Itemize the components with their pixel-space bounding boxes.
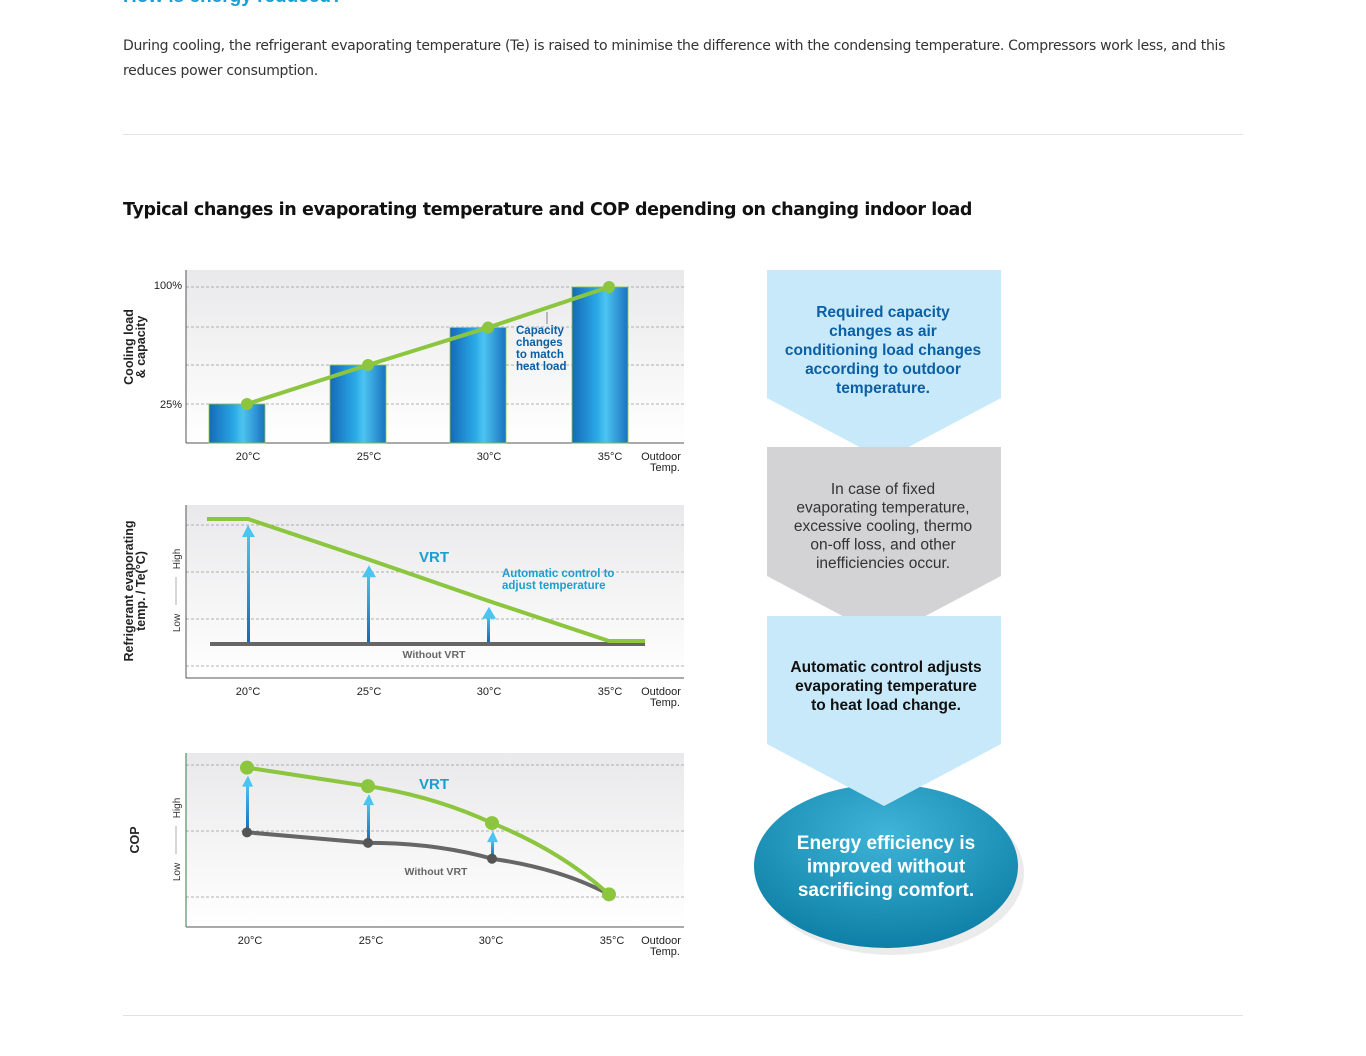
flow-text: conditioning load changes <box>785 342 981 359</box>
raise-arrowhead <box>363 794 374 806</box>
bar <box>571 286 629 444</box>
y-axis-label: COP <box>128 826 142 853</box>
vrt-point <box>361 779 375 794</box>
x-tick-label: 35°C <box>600 935 625 947</box>
capacity-point <box>362 359 374 371</box>
figure-title: Typical changes in evaporating temperatu… <box>123 200 973 220</box>
flow-text: changes as air <box>829 323 937 340</box>
flow-result-ellipse <box>754 784 1018 948</box>
x-tick-label: 30°C <box>477 451 502 463</box>
raise-arrow <box>491 839 494 859</box>
flow-text: sacrificing comfort. <box>798 880 974 901</box>
without-vrt-point <box>242 827 252 838</box>
flow-text: Energy efficiency is <box>797 833 975 854</box>
x-tick-label: 30°C <box>477 686 502 698</box>
vrt-point <box>602 887 616 902</box>
flow-text: evaporating temperature <box>795 678 977 695</box>
capacity-point <box>241 398 253 410</box>
vrt-line <box>207 517 645 643</box>
bar <box>208 403 266 444</box>
x-axis-label: Outdoor <box>641 686 681 698</box>
y-axis-label: temp. / Te(°C) <box>134 551 148 631</box>
x-axis-label: Outdoor <box>641 935 681 947</box>
flow-text: improved without <box>807 857 966 878</box>
intro-paragraph: During cooling, the refrigerant evaporat… <box>123 38 1226 79</box>
x-tick-label: 35°C <box>598 686 623 698</box>
raise-arrowhead <box>362 565 376 578</box>
vrt-point <box>485 816 499 831</box>
raise-arrow <box>247 533 250 642</box>
raise-arrowhead <box>242 775 253 787</box>
x-tick-label: 20°C <box>238 935 263 947</box>
series-label-without-vrt: Without VRT <box>403 649 466 661</box>
annotation: Automatic control to <box>502 568 614 580</box>
flow-step-required-capacity <box>767 270 1001 460</box>
y-axis-label: & capacity <box>134 316 148 379</box>
raise-arrow <box>246 783 249 833</box>
without-vrt-point <box>363 837 373 848</box>
x-axis-label: Temp. <box>650 946 680 958</box>
flow-text: on-off loss, and other <box>810 537 955 554</box>
x-tick-label: 20°C <box>236 451 261 463</box>
section-heading: How is energy reduced? <box>123 0 343 8</box>
series-label-vrt: VRT <box>419 549 449 566</box>
series-label-without-vrt: Without VRT <box>405 866 468 878</box>
flow-text: Automatic control adjusts <box>790 659 981 676</box>
annotation: heat load <box>516 361 566 373</box>
annotation: changes <box>516 337 563 349</box>
capacity-point <box>603 281 615 293</box>
x-tick-label: 35°C <box>598 451 623 463</box>
x-tick-label: 30°C <box>479 935 504 947</box>
flow-text: evaporating temperature, <box>796 500 969 517</box>
y-axis-label: Refrigerant evaporating <box>122 520 136 661</box>
x-axis-label: Temp. <box>650 697 680 709</box>
raise-arrowhead <box>482 606 496 619</box>
y-scale-high: High <box>172 549 183 570</box>
x-tick-label: 20°C <box>236 686 261 698</box>
y-scale-high: High <box>172 798 183 819</box>
flow-text: temperature. <box>836 380 930 397</box>
x-axis-label: Temp. <box>650 462 680 474</box>
plot-background <box>186 753 684 927</box>
annotation: to match <box>516 349 564 361</box>
raise-arrow <box>487 614 490 642</box>
flow-step-fixed-temperature <box>767 447 1001 638</box>
bar <box>449 327 507 444</box>
flow-text: In case of fixed <box>831 481 935 498</box>
flow-text: Required capacity <box>816 304 950 321</box>
plot-background <box>186 505 684 678</box>
y-tick-label: 100% <box>154 280 182 292</box>
y-scale-low: Low <box>172 862 183 881</box>
divider <box>123 1015 1243 1016</box>
raise-arrow <box>367 573 370 642</box>
flow-text: excessive cooling, thermo <box>794 518 972 535</box>
flow-text: according to outdoor <box>805 361 961 378</box>
annotation: adjust temperature <box>502 580 606 592</box>
raise-arrowhead <box>242 525 255 537</box>
capacity-line <box>246 285 610 406</box>
flow-text: inefficiencies occur. <box>816 555 950 572</box>
y-axis-label: Cooling load <box>122 309 136 385</box>
vrt-line <box>246 765 611 896</box>
y-tick-label: 25% <box>160 399 182 411</box>
bar <box>329 364 387 444</box>
x-tick-label: 25°C <box>357 451 382 463</box>
without-vrt-point <box>487 853 497 864</box>
series-label-vrt: VRT <box>419 776 449 793</box>
flow-arrow-tip <box>767 744 1001 806</box>
y-scale-low: Low <box>172 613 183 632</box>
divider <box>123 134 1243 135</box>
without-vrt-line <box>246 830 610 897</box>
flow-text: to heat load change. <box>811 697 961 714</box>
x-tick-label: 25°C <box>359 935 384 947</box>
raise-arrowhead <box>487 831 498 843</box>
annotation: Capacity <box>516 325 565 337</box>
raise-arrow <box>367 802 370 843</box>
capacity-point <box>482 321 494 334</box>
vrt-point <box>240 760 254 775</box>
x-axis-label: Outdoor <box>641 451 681 463</box>
x-tick-label: 25°C <box>357 686 382 698</box>
